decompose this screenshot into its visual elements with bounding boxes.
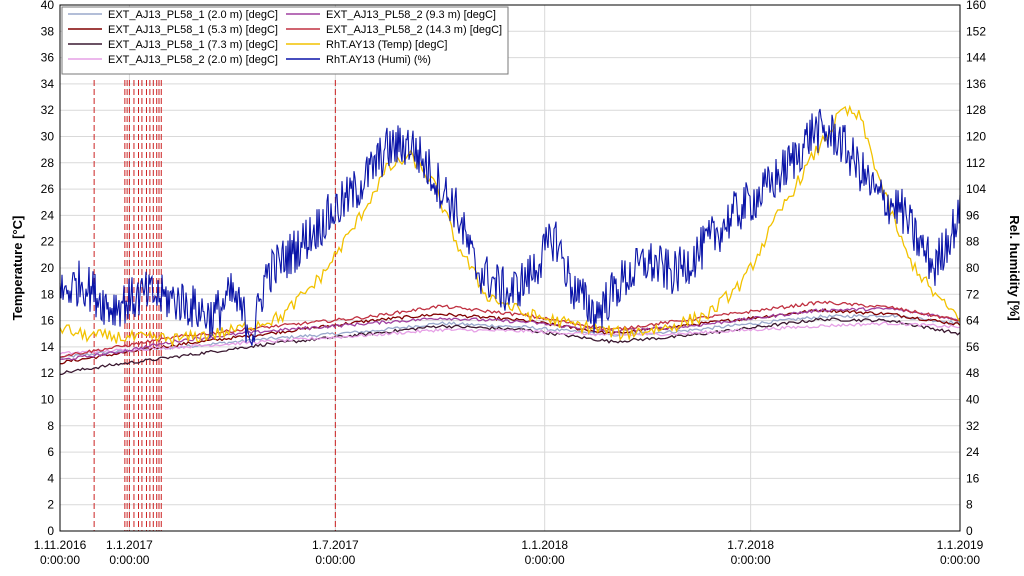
left-tick-label: 2 (47, 498, 54, 512)
right-tick-label: 80 (966, 261, 980, 275)
left-tick-label: 30 (41, 130, 55, 144)
legend-label: EXT_AJ13_PL58_1 (5.3 m) [degC] (108, 24, 278, 36)
left-tick-label: 16 (41, 314, 55, 328)
right-tick-label: 40 (966, 393, 980, 407)
x-tick-time: 0:00:00 (525, 553, 565, 567)
left-tick-label: 8 (47, 419, 54, 433)
x-tick-time: 0:00:00 (109, 553, 149, 567)
right-tick-label: 24 (966, 445, 980, 459)
left-tick-label: 34 (41, 77, 55, 91)
right-tick-label: 64 (966, 314, 980, 328)
right-tick-label: 48 (966, 366, 980, 380)
x-axis-ticks: 1.11.20160:00:001.1.20170:00:001.7.20170… (34, 538, 984, 567)
right-tick-label: 144 (966, 51, 986, 65)
legend-label: EXT_AJ13_PL58_2 (14.3 m) [degC] (326, 24, 502, 36)
left-tick-label: 4 (47, 471, 54, 485)
right-tick-label: 160 (966, 0, 986, 12)
series-line (59, 321, 961, 355)
series-group (59, 104, 961, 376)
legend-label: EXT_AJ13_PL58_2 (9.3 m) [degC] (326, 9, 496, 21)
legend-label: RhT.AY13 (Humi) (%) (326, 54, 431, 66)
x-tick-label: 1.11.2016 (34, 538, 87, 552)
right-axis-title: Rel. humidity [%] (1007, 215, 1022, 320)
x-tick-time: 0:00:00 (40, 553, 80, 567)
right-tick-label: 128 (966, 103, 986, 117)
right-tick-label: 112 (966, 156, 985, 170)
left-tick-label: 40 (41, 0, 55, 12)
left-tick-label: 38 (41, 24, 55, 38)
legend-label: RhT.AY13 (Temp) [degC] (326, 39, 447, 51)
legend-box (61, 6, 509, 75)
right-tick-label: 32 (966, 419, 980, 433)
event-markers (93, 80, 336, 531)
right-tick-label: 96 (966, 208, 980, 222)
legend-label: EXT_AJ13_PL58_1 (7.3 m) [degC] (108, 39, 278, 51)
x-tick-label: 1.7.2017 (312, 538, 359, 552)
left-tick-label: 18 (41, 287, 55, 301)
grid (60, 5, 960, 531)
left-tick-label: 10 (41, 393, 55, 407)
left-tick-label: 24 (41, 208, 55, 222)
x-tick-time: 0:00:00 (315, 553, 355, 567)
right-tick-label: 136 (966, 77, 986, 91)
right-tick-label: 120 (966, 130, 986, 144)
series-line (59, 108, 961, 346)
right-tick-label: 88 (966, 235, 980, 249)
legend-label: EXT_AJ13_PL58_1 (2.0 m) [degC] (108, 9, 278, 21)
legend-label: EXT_AJ13_PL58_2 (2.0 m) [degC] (108, 54, 278, 66)
left-tick-label: 26 (41, 182, 55, 196)
left-tick-label: 32 (41, 103, 55, 117)
right-tick-label: 56 (966, 340, 980, 354)
x-tick-label: 1.1.2019 (937, 538, 984, 552)
right-tick-label: 152 (966, 24, 986, 38)
left-tick-label: 0 (47, 524, 54, 538)
series-line (59, 317, 961, 376)
left-axis-title: Temperature [°C] (10, 216, 25, 321)
right-tick-label: 0 (966, 524, 973, 538)
left-tick-label: 36 (41, 51, 55, 65)
x-tick-label: 1.7.2018 (727, 538, 774, 552)
x-tick-time: 0:00:00 (940, 553, 980, 567)
left-tick-label: 6 (47, 445, 54, 459)
right-tick-label: 16 (966, 471, 980, 485)
right-tick-label: 104 (966, 182, 986, 196)
x-tick-label: 1.1.2018 (521, 538, 568, 552)
left-tick-label: 14 (41, 340, 55, 354)
right-tick-label: 72 (966, 287, 980, 301)
x-tick-label: 1.1.2017 (106, 538, 153, 552)
left-tick-label: 20 (41, 261, 55, 275)
left-tick-label: 12 (41, 366, 55, 380)
legend: EXT_AJ13_PL58_1 (2.0 m) [degC] EXT_AJ13_P… (61, 6, 509, 75)
right-axis-ticks: 0 8 16 24 32 40 48 56 64 72 80 88 96 104 112 120 128 136 1… (966, 0, 986, 538)
plot-frame (59, 4, 961, 532)
x-tick-time: 0:00:00 (731, 553, 771, 567)
left-tick-label: 28 (41, 156, 55, 170)
left-tick-label: 22 (41, 235, 55, 249)
right-tick-label: 8 (966, 498, 973, 512)
series-line (59, 313, 961, 359)
